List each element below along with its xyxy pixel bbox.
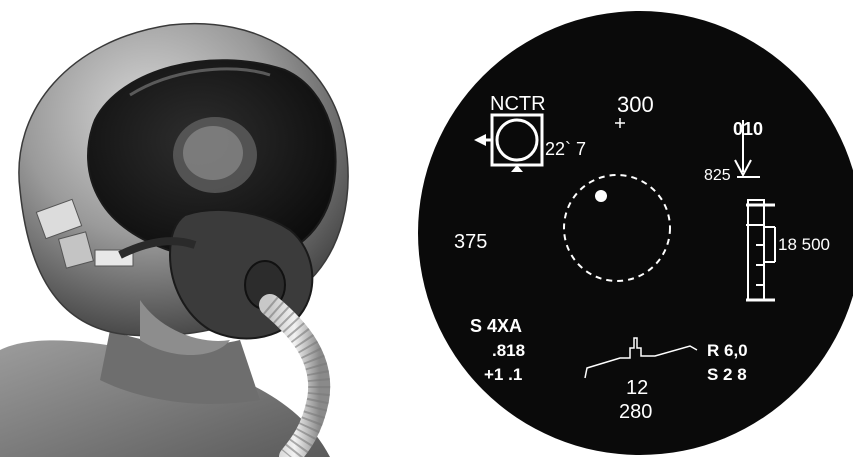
pilot-helmet-image <box>0 23 349 457</box>
altitude-top-readout: 300 <box>617 92 654 117</box>
hud-display: NCTR 22` 7 300 010 825 18 500 <box>418 11 853 455</box>
visor-reflection-inner <box>183 126 243 180</box>
helmet-side-bracket <box>35 198 134 269</box>
range-readout: R 6,0 <box>707 341 748 360</box>
seconds-readout: S 2 8 <box>707 365 747 384</box>
mask-strap <box>118 237 197 259</box>
steering-cue-icon <box>584 337 698 379</box>
target-angle-readout: 22` 7 <box>545 139 586 159</box>
center-bottom-readout: 12 <box>626 377 648 399</box>
waypoint-cross-icon <box>615 118 625 128</box>
speed-left-readout: 375 <box>454 231 487 253</box>
weapon-mode-readout: S 4XA <box>470 316 522 336</box>
visor-highlight <box>129 67 271 97</box>
chin <box>140 300 230 355</box>
altitude-ladder-scale <box>746 199 776 302</box>
neck-shadow <box>100 330 260 404</box>
aiming-reticle <box>563 174 671 282</box>
target-designator <box>474 113 544 172</box>
altitude-scale-readout: 18 500 <box>778 235 830 254</box>
bottom-heading-readout: 280 <box>619 401 652 423</box>
g-load-readout: +1 .1 <box>484 365 522 384</box>
target-dot <box>595 190 607 202</box>
airspeed-marker-readout: 825 <box>704 167 731 184</box>
designator-bottom-caret <box>511 165 523 172</box>
mach-readout: .818 <box>492 341 525 360</box>
designator-left-arrow <box>474 134 486 146</box>
nctr-label: NCTR <box>490 93 546 115</box>
heading-readout: 010 <box>733 119 763 139</box>
oxygen-hose <box>259 294 331 457</box>
heading-pointer-icon <box>734 120 752 178</box>
